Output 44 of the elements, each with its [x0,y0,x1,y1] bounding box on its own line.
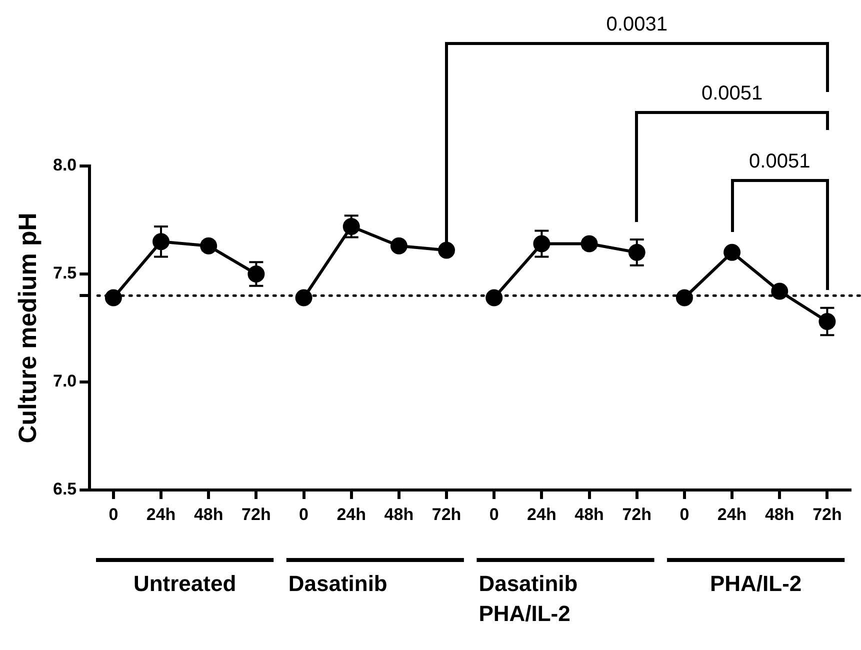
point [628,244,646,261]
x-tick-label: 48h [764,504,794,524]
text: Dasatinib [288,571,388,596]
text: Dasatinib PHA/IL-2 [478,571,578,626]
y-tick-label: 6.5 [52,480,77,499]
x-tick-label: 0 [489,504,499,524]
y-axis-title: Culture medium pH [14,212,42,444]
point [152,233,170,250]
text: Untreated [133,571,236,596]
x-tick-label: 24h [527,504,556,524]
x-tick-label: 24h [717,504,747,524]
point [818,313,836,330]
annotation: 0.0051 [749,150,810,173]
x-tick-label: 0 [680,504,690,524]
point [771,282,788,300]
x-tick-label: 72h [242,504,271,524]
point [104,289,122,306]
y-tick-label: 7.5 [52,264,77,283]
point [248,266,265,282]
point [200,237,218,254]
point [390,237,408,254]
point [676,289,693,306]
text: PHA/IL-2 [710,571,802,596]
text: 0.0031 [606,14,668,36]
x-tick-label: 48h [574,504,604,524]
point [724,244,741,261]
x-tick-label: 72h [622,504,652,524]
point [486,289,503,306]
y-tick-label: 8.0 [52,156,77,175]
x-tick-label: 72h [812,504,842,524]
x-tick-label: 0 [108,504,118,524]
x-tick-label: 72h [432,504,462,524]
x-tick-label: 24h [146,504,176,524]
point [533,235,550,252]
point [295,289,312,306]
text: 0.0051 [701,82,763,105]
point [342,218,360,235]
y-tick-label: 7.0 [52,372,77,391]
x-tick-label: 48h [194,504,224,524]
point [438,242,456,259]
x-tick-label: 0 [299,504,308,524]
x-tick-label: 48h [384,504,414,524]
point [580,235,598,252]
x-tick-label: 24h [336,504,366,524]
